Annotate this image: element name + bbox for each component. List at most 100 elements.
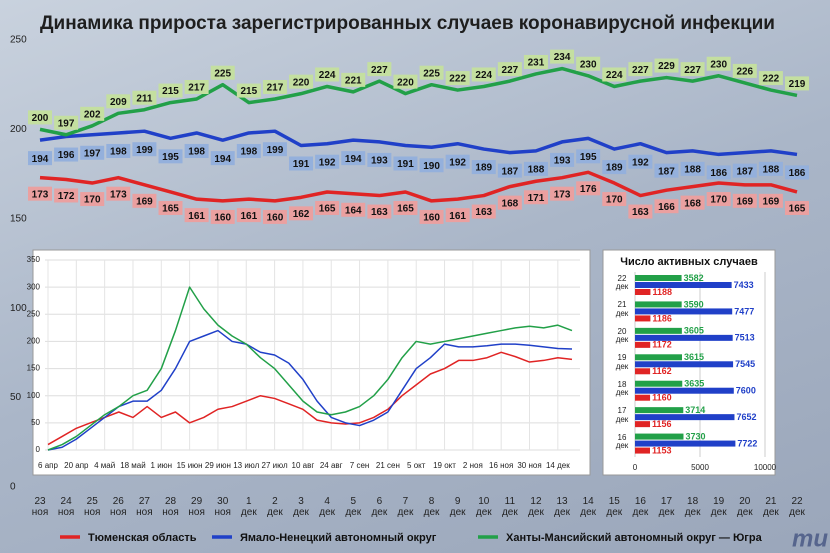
data-label: 227	[684, 65, 701, 76]
series-line	[47, 286, 573, 451]
x-tick-label: 23 ноя	[31, 496, 49, 518]
x-tick-label: 24 ноя	[57, 496, 75, 518]
data-label: 7513	[735, 333, 755, 343]
data-label: 7722	[737, 438, 757, 448]
bar	[635, 440, 736, 447]
data-label: 187	[736, 166, 753, 177]
data-label: 209	[110, 97, 127, 108]
data-label-box	[523, 54, 548, 69]
data-label-box	[785, 200, 809, 215]
data-label: 163	[371, 207, 388, 218]
data-label: 222	[763, 74, 780, 85]
data-label: 170	[84, 195, 101, 206]
data-label-box	[785, 76, 809, 91]
y-tick-label: 100	[10, 303, 27, 314]
data-label-box	[106, 143, 131, 158]
x-tick-label: 16 ноя	[489, 461, 514, 470]
data-label: 165	[397, 204, 414, 215]
series-line	[47, 351, 573, 446]
bar	[635, 334, 733, 341]
bar	[635, 289, 651, 295]
y-tick-label: 350	[27, 255, 41, 264]
data-label-box	[706, 165, 731, 180]
data-label-box	[367, 152, 392, 167]
data-label-box	[732, 193, 757, 208]
bar	[635, 275, 682, 281]
y-tick-label: 0	[10, 482, 16, 493]
legend-label: Ямало-Ненецкий автономный округ	[240, 532, 437, 544]
data-label-box	[236, 83, 261, 98]
data-label-box	[315, 200, 340, 215]
bar	[635, 433, 684, 440]
x-tick-label: 5 дек	[345, 496, 362, 518]
x-tick-label: 10 авг	[291, 461, 315, 470]
x-tick-label: 28 ноя	[162, 496, 179, 518]
data-label-box	[419, 65, 444, 80]
data-label: 224	[475, 70, 492, 81]
x-tick-label: 22 дек	[789, 496, 805, 518]
data-label: 3714	[685, 405, 705, 415]
data-label: 194	[345, 154, 362, 165]
series-line	[39, 129, 798, 157]
x-tick-label: 1 июн	[150, 461, 173, 470]
data-label: 1153	[652, 445, 672, 455]
data-label: 170	[606, 195, 623, 206]
data-label: 230	[710, 59, 727, 70]
data-label: 161	[188, 211, 205, 222]
data-label: 189	[606, 163, 623, 174]
data-label-box	[210, 209, 235, 224]
data-label: 188	[528, 164, 545, 175]
bar	[635, 315, 651, 322]
data-label-box	[732, 163, 757, 178]
data-label: 168	[684, 198, 701, 209]
x-tick-label: 8 дек	[423, 496, 440, 518]
data-label-box	[184, 80, 209, 95]
bar	[635, 414, 735, 421]
y-tick-label: 0	[36, 445, 41, 454]
data-label: 1172	[652, 340, 672, 350]
x-tick-label: 5 окт	[407, 461, 426, 470]
x-tick-label: 30 ноя	[517, 461, 542, 470]
data-label-box	[158, 200, 183, 215]
data-label: 193	[371, 156, 388, 167]
data-label-box	[54, 188, 79, 203]
data-label-box	[523, 161, 548, 176]
x-tick-label: 2 ноя	[462, 461, 483, 470]
data-label: 194	[214, 154, 231, 165]
data-label: 188	[684, 164, 701, 175]
data-label-box	[576, 149, 601, 164]
data-label: 195	[580, 152, 597, 163]
x-tick-label: 26 ноя	[110, 496, 127, 518]
x-tick-label: 24 авг	[319, 461, 343, 470]
data-label: 188	[763, 164, 780, 175]
bar	[635, 368, 651, 375]
x-tick-label: 13 июл	[233, 461, 260, 470]
data-label: 161	[449, 211, 466, 222]
data-label-box	[680, 161, 705, 176]
data-label-box	[106, 186, 131, 201]
data-label: 187	[658, 166, 675, 177]
x-tick-label: 16 дек	[632, 496, 649, 518]
data-label-box	[210, 151, 235, 166]
x-tick-label: 27 ноя	[136, 496, 153, 518]
data-label-box	[184, 143, 209, 158]
data-label-box	[497, 62, 522, 77]
data-label-box	[758, 161, 783, 176]
data-label: 189	[475, 163, 492, 174]
x-tick-label: 15 июн	[176, 461, 203, 470]
data-label: 219	[789, 79, 806, 90]
x-tick-label: 4 май	[94, 461, 116, 470]
data-label: 225	[214, 68, 231, 79]
data-label-box	[289, 156, 314, 171]
x-tick-label: 6 апр	[38, 461, 58, 470]
x-tick-label: 20 дек	[736, 496, 753, 518]
x-tick-label: 12 дек	[528, 496, 544, 518]
x-tick-label: 17 дек	[658, 496, 675, 518]
data-label-box	[28, 151, 52, 166]
data-label: 160	[423, 213, 440, 224]
data-label: 1156	[652, 419, 672, 429]
x-tick-label: 2 дек	[267, 496, 283, 518]
x-tick-label: 19 окт	[433, 461, 456, 470]
series-line	[39, 66, 798, 137]
y-tick-label: 50	[10, 392, 22, 403]
